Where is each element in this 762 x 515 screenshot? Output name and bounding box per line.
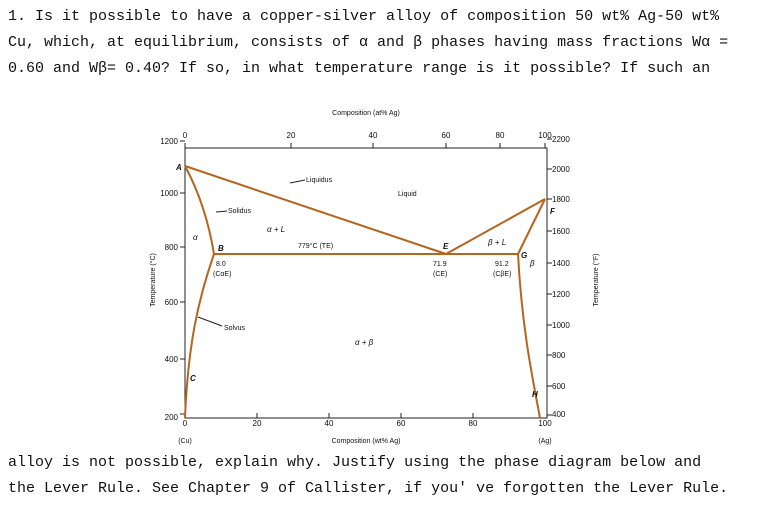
beta-plus-liquid-label: β + L xyxy=(487,238,506,247)
bottom-tick-60: 60 xyxy=(397,419,406,428)
alpha-region-label: α xyxy=(193,233,198,242)
right-tick-1000: 1000 xyxy=(552,321,570,330)
question-text-top: 1. Is it possible to have a copper-silve… xyxy=(8,4,756,82)
liquidus-line-left xyxy=(184,165,447,255)
solidus-beta xyxy=(517,198,546,255)
right-tick-1800: 1800 xyxy=(552,195,570,204)
right-tick-1600: 1600 xyxy=(552,227,570,236)
solvus-pointer xyxy=(197,316,223,327)
question-text-bottom: alloy is not possible, explain why. Just… xyxy=(8,450,756,502)
left-axis-label: Temperature (°C) xyxy=(149,253,157,307)
bottom-tick-40: 40 xyxy=(325,419,334,428)
point-g-label: G xyxy=(521,251,527,260)
right-tick-2200: 2200 xyxy=(552,135,570,144)
right-tick-2000: 2000 xyxy=(552,165,570,174)
bottom-axis-label: Composition (wt% Ag) xyxy=(332,438,401,445)
bottom-tick-100: 100 xyxy=(538,419,552,428)
bottom-right-end-label: (Ag) xyxy=(538,438,551,445)
top-tick-100: 100 xyxy=(538,131,552,140)
right-tick-1400: 1400 xyxy=(552,259,570,268)
right-ticks: 2200 2000 1800 1600 1400 1200 1000 800 6… xyxy=(547,135,570,419)
solvus-label: Solvus xyxy=(224,325,246,332)
point-f-label: F xyxy=(550,207,556,216)
bottom-left-end-label: (Cu) xyxy=(178,438,192,445)
solvus-beta xyxy=(517,253,541,419)
left-tick-1200: 1200 xyxy=(160,137,178,146)
solidus-pointer xyxy=(215,210,228,213)
top-tick-40: 40 xyxy=(369,131,378,140)
top-ticks: 0 20 40 60 80 100 xyxy=(183,131,552,148)
liquidus-line-right xyxy=(445,198,546,255)
question-line-4: alloy is not possible, explain why. Just… xyxy=(8,454,702,471)
left-tick-800: 800 xyxy=(165,243,179,252)
alpha-plus-beta-label: α + β xyxy=(355,338,374,347)
point-h-label: H xyxy=(532,390,538,399)
left-ticks: 1200 1000 800 600 400 200 xyxy=(160,137,185,422)
question-line-2: Cu, which, at equilibrium, consists of α… xyxy=(8,34,729,51)
point-e-label: E xyxy=(443,242,449,251)
right-axis-label: Temperature (°F) xyxy=(592,254,600,307)
top-tick-60: 60 xyxy=(442,131,451,140)
comp-g-label: (CβE) xyxy=(493,271,511,278)
question-line-1: 1. Is it possible to have a copper-silve… xyxy=(8,8,720,25)
solidus-alpha xyxy=(184,165,215,255)
liquidus-pointer xyxy=(289,179,306,184)
solidus-label: Solidus xyxy=(228,208,251,215)
comp-g-value: 91.2 xyxy=(495,261,509,268)
liquid-label: Liquid xyxy=(398,191,417,198)
plot-frame xyxy=(184,147,548,419)
liquidus-label: Liquidus xyxy=(306,177,333,184)
right-tick-600: 600 xyxy=(552,382,566,391)
top-tick-0: 0 xyxy=(183,131,188,140)
comp-e-label: (CE) xyxy=(433,271,447,278)
bottom-tick-0: 0 xyxy=(183,419,188,428)
bottom-tick-20: 20 xyxy=(253,419,262,428)
point-b-label: B xyxy=(218,244,224,253)
left-tick-1000: 1000 xyxy=(160,189,178,198)
bottom-ticks: 0 20 40 60 80 100 xyxy=(183,413,552,428)
right-tick-1200: 1200 xyxy=(552,290,570,299)
question-line-5: the Lever Rule. See Chapter 9 of Callist… xyxy=(8,480,729,497)
bottom-tick-80: 80 xyxy=(469,419,478,428)
comp-b-label: (CαE) xyxy=(213,271,231,278)
eutectic-temperature-label: 779°C (TE) xyxy=(298,242,333,250)
solvus-alpha xyxy=(184,253,215,419)
beta-region-label: β xyxy=(529,259,535,268)
left-tick-400: 400 xyxy=(165,355,179,364)
comp-e-value: 71.9 xyxy=(433,261,447,268)
left-tick-200: 200 xyxy=(165,413,179,422)
point-c-label: C xyxy=(190,374,196,383)
point-a-label: A xyxy=(175,163,182,172)
right-tick-400: 400 xyxy=(552,410,566,419)
top-axis-label: Composition (at% Ag) xyxy=(332,110,400,117)
comp-b-value: 8.0 xyxy=(216,261,226,268)
question-line-3: 0.60 and Wβ= 0.40? If so, in what temper… xyxy=(8,60,711,77)
right-tick-800: 800 xyxy=(552,351,566,360)
alpha-plus-liquid-label: α + L xyxy=(267,225,285,234)
top-tick-20: 20 xyxy=(287,131,296,140)
top-tick-80: 80 xyxy=(496,131,505,140)
left-tick-600: 600 xyxy=(165,298,179,307)
